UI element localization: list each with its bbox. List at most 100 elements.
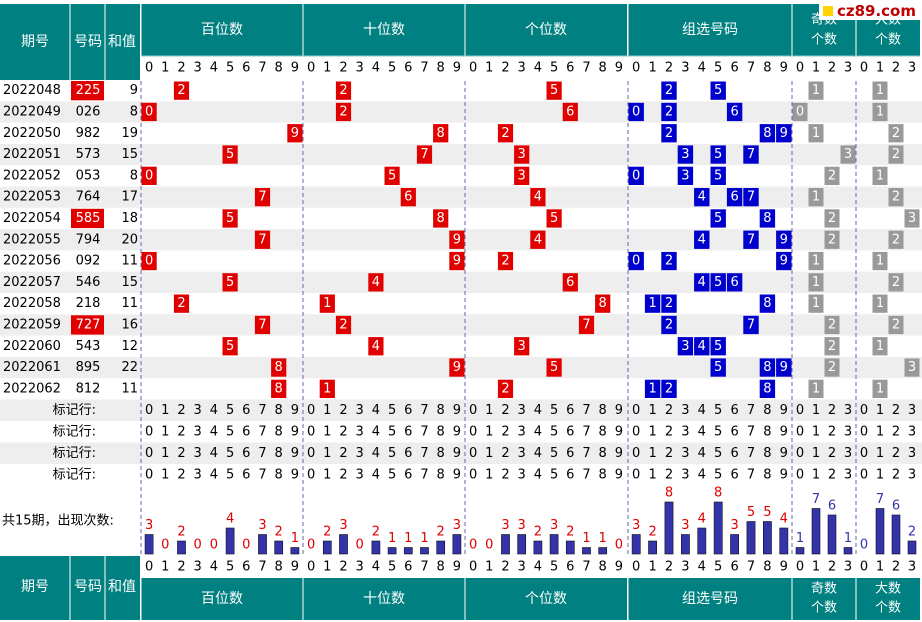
stat-bar (501, 534, 510, 555)
group-ball-bg (661, 379, 677, 398)
marker-digit: 2 (501, 403, 509, 418)
stat-bar-label: 4 (226, 512, 234, 527)
marker-digit: 7 (420, 424, 428, 439)
header-section-title: 组选号码 (682, 22, 738, 38)
marker-digit: 9 (453, 446, 461, 461)
big-count-ball: 2 (892, 275, 900, 290)
marker-digit: 1 (812, 446, 820, 461)
stat-bar (322, 540, 332, 555)
hundreds-ball: 2 (177, 296, 185, 311)
units-ball: 5 (550, 360, 558, 375)
row-issue: 2022061 (3, 360, 61, 375)
marker-digit: 3 (681, 403, 689, 418)
marker-digit: 4 (372, 467, 380, 482)
group-ball: 4 (698, 232, 706, 247)
marker-digit: 5 (550, 446, 558, 461)
marker-digit: 2 (665, 424, 673, 439)
stats-label: 共15期，出现次数: (2, 513, 114, 529)
hundreds-ball-bg (254, 188, 271, 207)
marker-digit: 5 (714, 467, 722, 482)
units-ball: 4 (534, 232, 542, 247)
hundreds-ball-bg (222, 337, 238, 356)
stat-bar-label: 2 (275, 525, 283, 540)
marker-digit: 4 (210, 403, 218, 418)
header-digit-label: 1 (485, 61, 493, 76)
tens-ball-bg (335, 315, 352, 335)
marker-digit: 2 (828, 467, 836, 482)
stat-bar (452, 534, 462, 555)
marker-digit: 9 (453, 424, 461, 439)
odd-count-ball: 3 (844, 147, 852, 162)
footer-digit-label: 3 (356, 560, 364, 575)
stat-bar-label: 1 (404, 531, 412, 546)
tens-ball: 2 (339, 317, 347, 332)
group-ball-bg (644, 379, 661, 398)
stat-bar-label: 3 (145, 518, 153, 533)
units-ball: 3 (518, 168, 526, 183)
odd-count-ball: 2 (828, 168, 836, 183)
footer-digit-label: 2 (339, 560, 347, 575)
tens-ball-bg (433, 209, 449, 228)
tens-ball: 6 (404, 190, 412, 205)
marker-digit: 4 (534, 467, 542, 482)
units-ball: 3 (518, 147, 526, 162)
marker-digit: 1 (648, 446, 656, 461)
group-ball-bg (759, 358, 776, 377)
hundreds-ball-bg (222, 209, 238, 228)
marker-digit: 4 (698, 424, 706, 439)
units-ball-bg (530, 230, 546, 249)
marker-digit: 5 (388, 446, 396, 461)
stat-bar-label: 2 (372, 525, 380, 540)
marker-digit: 2 (501, 446, 509, 461)
hundreds-ball-bg (254, 315, 271, 335)
stat-bar (387, 547, 397, 555)
marker-digit: 0 (632, 403, 640, 418)
group-ball-bg (710, 145, 726, 164)
group-ball-bg (776, 124, 792, 143)
big-count-ball-bg (904, 358, 920, 377)
big-count-ball-bg (872, 251, 888, 271)
header-digit-label: 3 (681, 61, 689, 76)
marker-digit: 9 (780, 446, 788, 461)
marker-digit: 4 (210, 446, 218, 461)
tens-ball-bg (449, 230, 465, 249)
big-count-ball-bg (872, 294, 888, 313)
group-ball-bg (661, 124, 677, 143)
group-ball-bg (710, 358, 726, 377)
hundreds-ball: 0 (145, 168, 153, 183)
stat-bar-label: 1 (599, 531, 607, 546)
odd-count-ball-bg (808, 188, 824, 207)
group-ball-bg (661, 315, 677, 335)
marker-digit: 4 (534, 446, 542, 461)
group-ball: 5 (714, 147, 722, 162)
footer-digit-label: 1 (161, 560, 169, 575)
row-issue: 2022056 (3, 254, 61, 269)
big-count-ball: 1 (876, 168, 884, 183)
tens-ball: 1 (323, 381, 331, 396)
big-count-ball-bg (888, 145, 904, 164)
marker-digit: 1 (812, 467, 820, 482)
big-count-ball-bg (872, 337, 888, 356)
stat-bar (598, 547, 608, 555)
stat-bar-label: 6 (828, 499, 836, 514)
stat-bar (258, 534, 267, 555)
header-digit-label: 2 (892, 61, 900, 76)
marker-digit: 2 (665, 446, 673, 461)
tens-ball: 4 (372, 275, 380, 290)
stat-bar (533, 540, 543, 555)
row-sum: 8 (130, 168, 138, 183)
odd-count-ball-bg (840, 145, 856, 164)
stat-bar-label: 2 (323, 525, 331, 540)
footer-digit-label: 5 (388, 560, 396, 575)
group-ball-bg (743, 315, 759, 335)
group-ball-bg (710, 337, 726, 356)
marker-digit: 8 (275, 446, 283, 461)
odd-count-ball: 2 (828, 360, 836, 375)
footer-digit-label: 8 (599, 560, 607, 575)
row-issue: 2022062 (3, 381, 61, 396)
odd-count-ball-bg (808, 379, 824, 398)
marker-digit: 0 (860, 424, 868, 439)
marker-digit: 4 (210, 467, 218, 482)
group-ball-bg (710, 81, 726, 100)
group-ball: 3 (681, 147, 689, 162)
